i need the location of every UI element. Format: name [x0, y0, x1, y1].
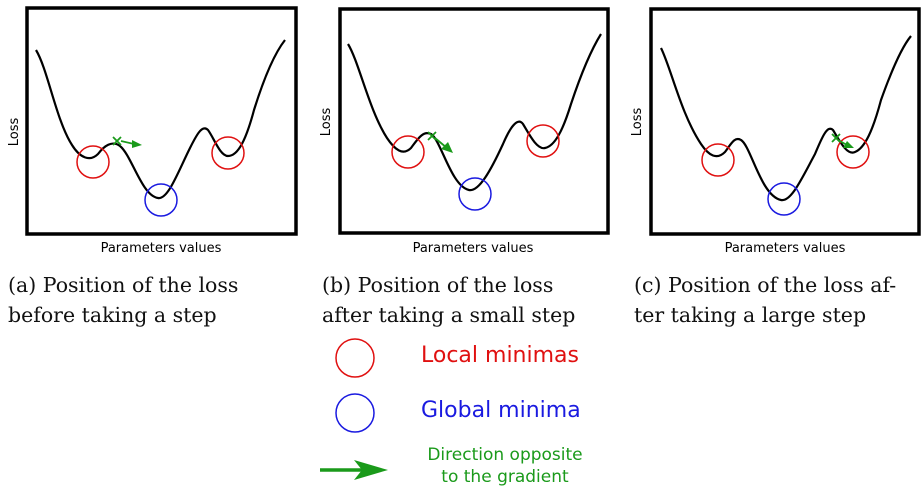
y-axis-label: Loss	[7, 118, 22, 147]
global-minimum-circle	[458, 177, 492, 211]
panel-c: Loss Parameters values	[621, 0, 921, 260]
caption-line: before taking a step	[8, 303, 217, 327]
caption-line: (a) Position of the loss	[8, 273, 239, 297]
legend-label-line: Direction opposite	[427, 445, 583, 465]
legend-label-line: to the gradient	[441, 467, 569, 487]
loss-curve	[35, 39, 286, 200]
position-marker	[112, 136, 122, 146]
plot-frame	[649, 7, 921, 236]
panel-a: Loss Parameters values	[0, 0, 310, 260]
local-minima-circle	[211, 136, 245, 170]
gradient-direction-arrow	[434, 137, 453, 153]
gradient-direction-arrow	[120, 140, 142, 148]
panel-a-plot: Loss Parameters values	[7, 6, 298, 256]
panel-b-plot: Loss Parameters values	[319, 7, 610, 256]
local-minima-circle	[836, 135, 870, 169]
caption-c: (c) Position of the loss af- ter taking …	[634, 270, 919, 330]
local-minima-circle	[701, 143, 735, 177]
caption-b: (b) Position of the loss after taking a …	[322, 270, 622, 330]
x-axis-label: Parameters values	[413, 241, 534, 256]
global-minimum-circle	[144, 183, 178, 217]
local-minima-circle	[526, 124, 560, 158]
gradient-direction-legend-icon	[320, 460, 388, 480]
global-minimum-legend-icon	[335, 393, 375, 433]
caption-a: (a) Position of the loss before taking a…	[8, 270, 308, 330]
caption-line: after taking a small step	[322, 303, 576, 327]
local-minima-legend-label: Local minimas	[421, 343, 579, 368]
local-minima-legend-icon	[335, 338, 375, 378]
caption-line: (c) Position of the loss af-	[634, 273, 897, 297]
caption-line: ter taking a large step	[634, 303, 867, 327]
x-axis-label: Parameters values	[725, 241, 846, 256]
y-axis-label: Loss	[630, 108, 645, 137]
plot-frame	[338, 7, 610, 235]
global-minimum-circle	[767, 182, 801, 216]
gradient-direction-legend-label: Direction opposite to the gradient	[405, 444, 605, 488]
gradient-direction-arrow	[837, 139, 854, 148]
x-axis-label: Parameters values	[101, 241, 222, 256]
local-minima-circle	[76, 145, 110, 179]
plot-frame	[25, 6, 298, 236]
panel-b: Loss Parameters values	[311, 0, 621, 260]
global-minimum-legend-label: Global minima	[421, 398, 581, 423]
loss-curve	[347, 33, 602, 192]
loss-curve	[660, 35, 912, 202]
panel-c-plot: Loss Parameters values	[630, 7, 921, 256]
local-minima-circle	[391, 135, 425, 169]
caption-line: (b) Position of the loss	[322, 273, 554, 297]
y-axis-label: Loss	[319, 108, 334, 137]
